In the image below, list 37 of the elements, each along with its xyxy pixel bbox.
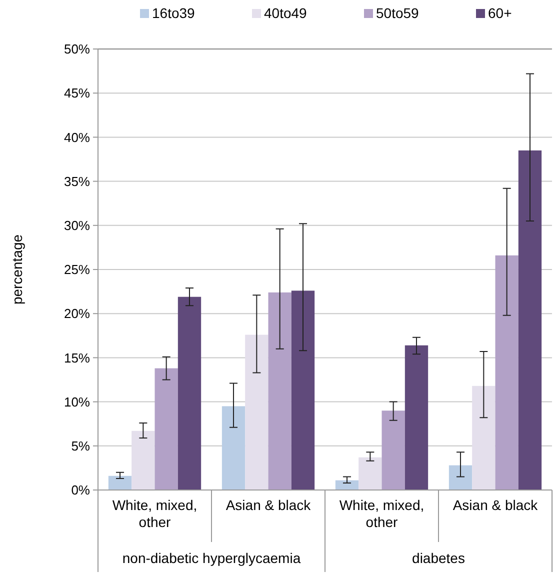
y-tick-label: 45%	[64, 86, 90, 101]
x-tick-label: White, mixed, other	[112, 497, 198, 530]
legend-label: 16to39	[152, 5, 196, 21]
y-axis-title: percentage	[9, 234, 25, 305]
y-tick-label: 5%	[71, 438, 90, 454]
x-tick-label: White, mixed, other	[339, 497, 424, 530]
legend-label: 40to49	[264, 5, 308, 21]
y-tick-label: 30%	[64, 218, 90, 233]
y-tick-label: 35%	[64, 174, 90, 189]
bar	[495, 255, 518, 490]
y-tick-label: 0%	[71, 482, 90, 498]
bar	[222, 406, 246, 490]
bar	[132, 430, 155, 490]
bar	[448, 465, 472, 490]
bar	[245, 334, 268, 490]
y-tick-label: 20%	[64, 306, 90, 322]
bar	[154, 368, 178, 490]
y-tick-label: 50%	[64, 42, 90, 57]
bar	[178, 296, 202, 490]
legend-label: 60+	[488, 5, 512, 21]
bar	[108, 476, 132, 490]
text: non-diabetic hyperglycaemia	[122, 550, 301, 566]
y-tick-label: 15%	[64, 350, 90, 366]
legend-label: 50to59	[376, 5, 420, 21]
bar	[268, 292, 292, 490]
bar	[404, 345, 428, 490]
bar	[382, 410, 405, 490]
bar	[518, 150, 542, 490]
bar	[472, 386, 496, 490]
y-tick-label: 10%	[64, 394, 90, 410]
x-tick-label: Asian & black	[226, 497, 312, 513]
x-tick-label: Asian & black	[452, 497, 539, 513]
bar	[291, 290, 315, 490]
y-tick-label: 25%	[64, 262, 90, 278]
y-tick-label: 40%	[64, 130, 90, 145]
text: diabetes	[412, 550, 465, 566]
bar	[358, 457, 382, 490]
